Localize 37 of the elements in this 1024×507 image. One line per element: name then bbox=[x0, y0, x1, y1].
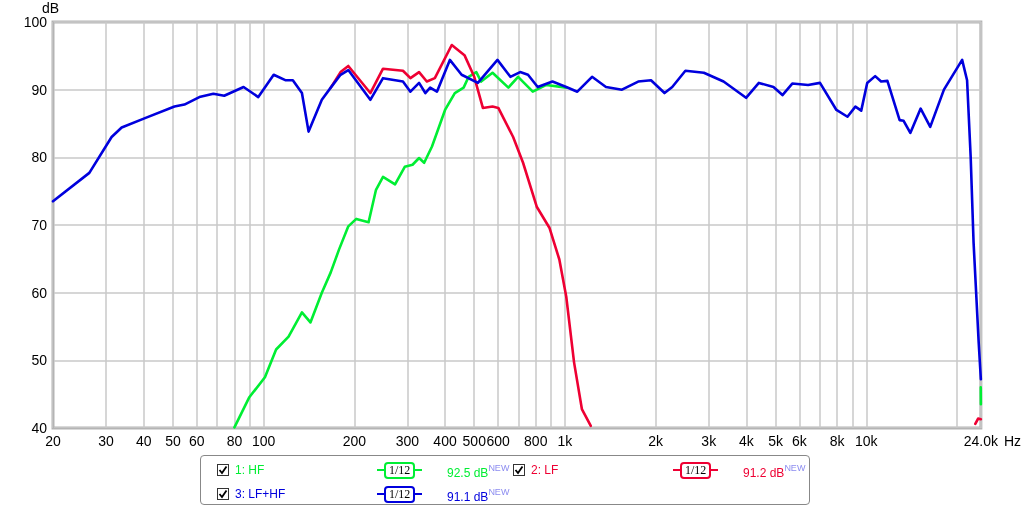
x-tick-label: 5k bbox=[768, 433, 784, 449]
x-tick-label: 800 bbox=[524, 433, 548, 449]
x-tick-label: 24.0k bbox=[963, 433, 999, 449]
x-tick-label: 80 bbox=[226, 433, 243, 449]
x-tick-label: 60 bbox=[188, 433, 205, 449]
x-tick-label: 2k bbox=[648, 433, 665, 449]
x-tick-label: 4k bbox=[738, 433, 755, 449]
text: 3: LF+HF bbox=[235, 487, 286, 501]
x-tick-label: 400 bbox=[433, 433, 457, 449]
y-tick-label: 40 bbox=[31, 420, 48, 436]
y-axis-title: dB bbox=[41, 0, 59, 17]
x-tick-label: 3k bbox=[701, 433, 718, 449]
x-tick-label: 600 bbox=[486, 433, 510, 449]
x-tick-label: 20 bbox=[45, 433, 61, 449]
x-tick-label: 10k bbox=[855, 433, 879, 449]
x-tick-label: 200 bbox=[342, 433, 367, 449]
x-tick-label: 500 bbox=[462, 433, 487, 449]
x-tick-label: 1k bbox=[557, 433, 574, 449]
x-tick-label: 50 bbox=[165, 433, 181, 449]
text: 91.2 dB$^{NEW}$ bbox=[743, 463, 806, 480]
y-tick-label: 80 bbox=[31, 149, 48, 166]
text: 1: HF bbox=[235, 463, 265, 477]
text: 91.1 dB$^{NEW}$ bbox=[447, 487, 510, 504]
x-tick-label: 300 bbox=[395, 433, 420, 449]
x-tick-label: 40 bbox=[135, 433, 152, 449]
text: 2: LF bbox=[531, 463, 559, 477]
x-tick-label: 30 bbox=[98, 433, 115, 449]
y-tick-label: 50 bbox=[31, 352, 48, 369]
y-tick-label: 100 bbox=[23, 14, 48, 30]
y-tick-label: 70 bbox=[31, 217, 48, 233]
y-tick-label: 60 bbox=[31, 284, 48, 301]
x-tick-label: 8k bbox=[829, 433, 846, 449]
x-axis-title: Hz bbox=[1003, 433, 1022, 449]
x-tick-label: 6k bbox=[792, 433, 808, 449]
text: 92.5 dB$^{NEW}$ bbox=[447, 463, 510, 480]
x-tick-label: 100 bbox=[251, 433, 276, 449]
y-tick-label: 90 bbox=[31, 81, 48, 98]
